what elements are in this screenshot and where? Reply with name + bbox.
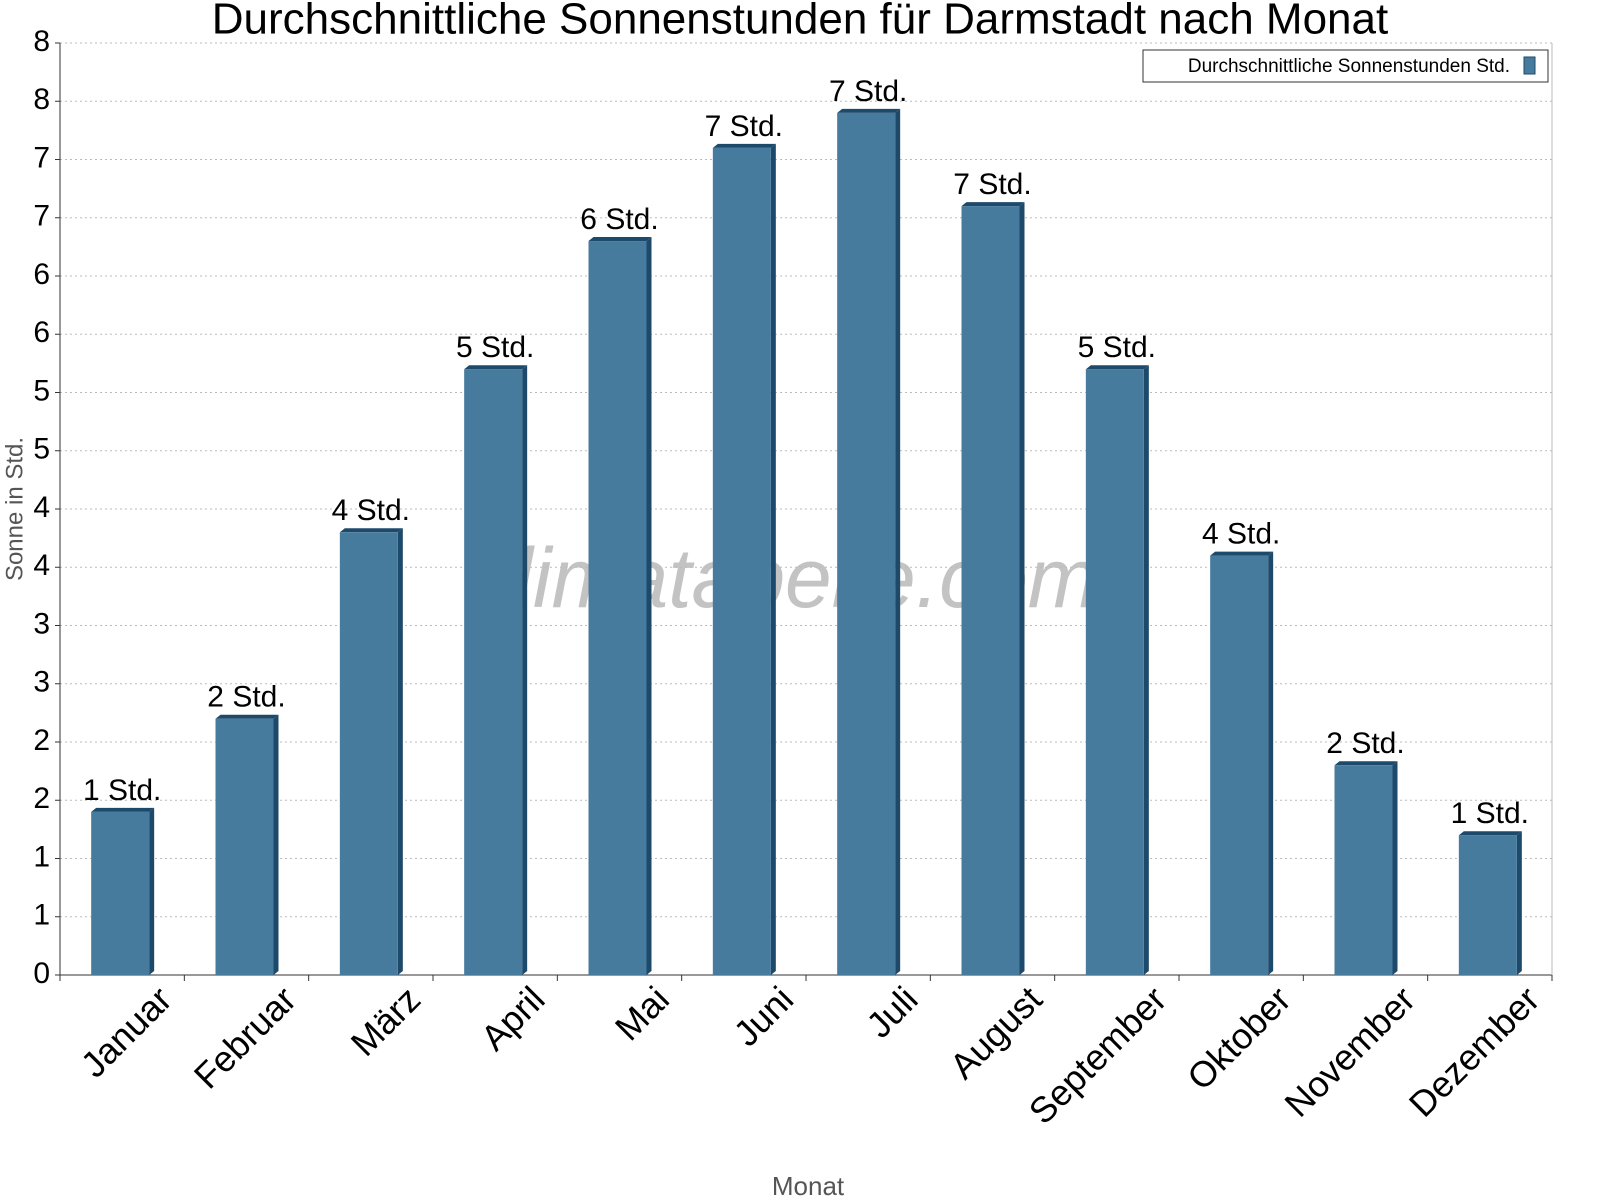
x-tick-label: Oktober [1179,978,1299,1098]
bar-side [273,714,279,975]
bar-top [464,365,528,370]
bar-side [1516,831,1522,975]
y-tick-label: 2 [33,782,50,815]
y-tick-label: 1 [33,899,50,932]
y-tick-label: 8 [33,83,50,116]
x-tick-label: Juni [726,978,802,1054]
value-label: 7 Std. [829,75,907,108]
value-label: 2 Std. [207,681,285,714]
value-label: 1 Std. [1451,797,1529,830]
value-label: 7 Std. [953,168,1031,201]
legend-label: Durchschnittliche Sonnenstunden Std. [1188,56,1510,77]
legend-swatch [1523,56,1536,75]
bar [464,369,523,975]
bar [1210,555,1269,975]
x-tick-label: November [1276,978,1422,1124]
bar [91,811,150,975]
y-tick-label: 6 [33,316,50,349]
y-tick-label: 7 [33,141,50,174]
bar [339,532,398,975]
bar-side [1019,202,1025,976]
value-label: 7 Std. [705,110,783,143]
y-tick-label: 5 [33,374,50,407]
value-label: 1 Std. [83,774,161,807]
x-tick-label: Januar [73,978,180,1085]
bar-top [91,807,155,812]
value-label: 6 Std. [580,203,658,236]
x-tick-label: August [942,978,1050,1086]
y-tick-label: 7 [33,200,50,233]
x-tick-label: Februar [186,978,304,1096]
bar-top [1085,365,1149,370]
chart-title: Durchschnittliche Sonnenstunden für Darm… [212,0,1388,44]
y-tick-label: 8 [33,25,50,58]
y-tick-label: 3 [33,666,50,699]
y-axis-title: Sonne in Std. [1,437,28,581]
bar-side [770,143,776,976]
bar-side [149,807,155,975]
bar-top [588,237,652,242]
x-tick-label: Juli [858,978,925,1045]
y-tick-label: 4 [33,491,50,524]
y-tick-label: 6 [33,258,50,291]
bar [588,241,647,976]
bar-side [895,108,901,975]
x-tick-label: Dezember [1401,978,1547,1124]
y-tick-label: 0 [33,957,50,990]
y-tick-label: 1 [33,840,50,873]
bar-top [1458,831,1522,836]
bar-top [712,143,776,148]
bar-side [522,365,528,975]
bar [837,112,896,975]
y-tick-label: 5 [33,433,50,466]
bar-side [1392,761,1398,975]
legend-box [1142,49,1549,83]
x-tick-label: März [343,978,429,1064]
bar-top [215,714,279,719]
bar [712,147,771,976]
bar-side [1268,551,1274,975]
value-label: 5 Std. [456,331,534,364]
bar-top [961,202,1025,207]
value-label: 2 Std. [1326,727,1404,760]
bar-side [646,237,652,976]
bar [215,718,274,975]
bar-side [397,528,403,975]
bar [961,206,1020,976]
bar-top [1210,551,1274,556]
value-label: 5 Std. [1078,331,1156,364]
value-label: 4 Std. [1202,518,1280,551]
bar [1458,835,1517,975]
x-tick-label: April [473,978,553,1058]
bar-top [339,528,403,533]
bar [1085,369,1144,975]
bar [1334,765,1393,975]
y-tick-label: 2 [33,724,50,757]
x-axis-title: Monat [772,1171,845,1200]
x-tick-label: Mai [607,978,677,1048]
y-tick-label: 3 [33,607,50,640]
y-tick-label: 4 [33,549,50,582]
bar-top [1334,761,1398,766]
bar-top [837,108,901,113]
value-label: 4 Std. [332,494,410,527]
bar-side [1143,365,1149,975]
